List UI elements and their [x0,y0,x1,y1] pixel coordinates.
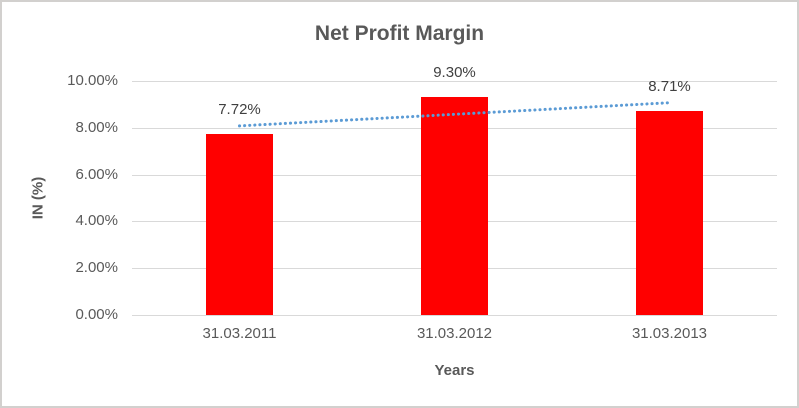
y-axis-tick-label: 10.00% [67,72,118,89]
x-axis-title: Years [434,362,475,379]
y-axis-tick-label: 8.00% [75,118,118,136]
chart-title: Net Profit Margin [314,22,485,45]
trendline [238,101,671,128]
y-axis-tick-label: 4.00% [75,212,118,230]
y-axis-tick-label: 6.00% [75,165,118,183]
y-axis-tick-label: 2.00% [75,259,118,277]
bar-value-label: 7.72% [218,101,261,119]
y-axis-tick-label: 0.00% [75,306,118,323]
bar-31.03.2013 [636,111,703,315]
bar-value-label: 8.71% [648,78,691,96]
gridline [132,315,777,316]
bar-value-label: 9.30% [433,64,476,82]
bar-31.03.2012 [421,97,488,315]
plot-area: 0.00% 2.00% 4.00% 6.00% 8.00% 10.00% 7.72% 31.0… [67,64,777,342]
trendline-path [238,101,671,128]
gridline [132,81,777,82]
x-axis-tick-label: 31.03.2011 [202,325,277,342]
x-axis-tick-label: 31.03.2013 [631,325,708,342]
x-axis-tick-label: 31.03.2012 [416,325,493,342]
bar-31.03.2011 [206,134,273,315]
